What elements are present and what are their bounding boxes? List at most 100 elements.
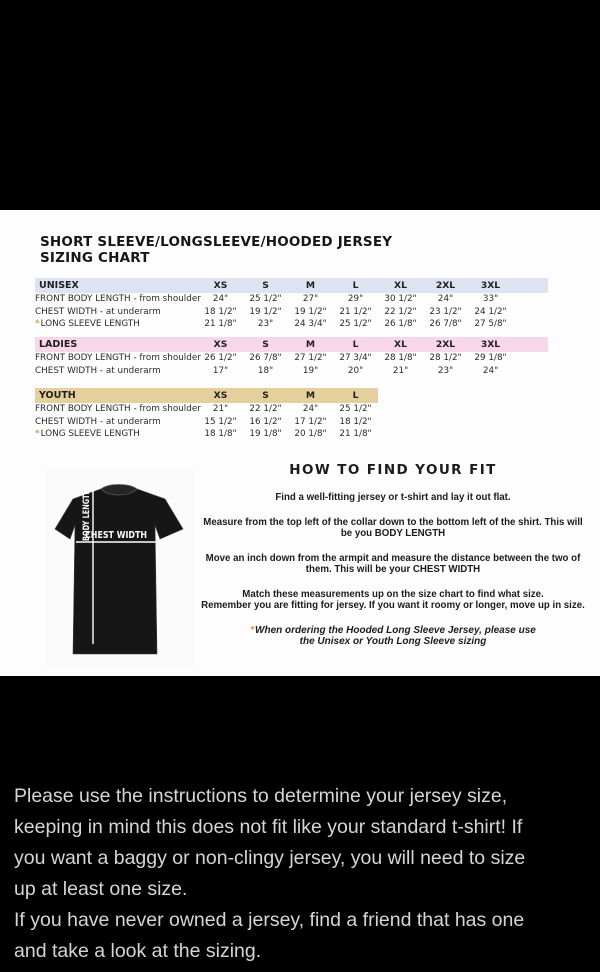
fit-guide-note-line: the Unisex or Youth Long Sleeve sizing	[299, 636, 487, 647]
chart-title-line2: SIZING CHART	[40, 250, 150, 266]
size-table-header: UNISEX XS S M L XL 2XL 3XL	[35, 278, 548, 293]
fit-guide-paragraph: Find a well-fitting jersey or t-shirt an…	[198, 492, 588, 504]
size-cell: 24"	[437, 294, 454, 305]
size-cell: 24"	[482, 365, 499, 376]
caption-line: If you have never owned a jersey, find a…	[14, 909, 525, 931]
body-length-label: BODY LENGTH	[82, 489, 92, 541]
row-label: CHEST WIDTH - at underarm	[35, 365, 161, 376]
fit-guide-paragraph: Match these measurements up on the size …	[198, 589, 588, 612]
size-header: XS	[213, 280, 228, 291]
size-header: M	[305, 280, 316, 291]
size-table-header: LADIES XS S M L XL 2XL 3XL	[35, 337, 548, 353]
caption-text: Please use the instructions to determine…	[14, 781, 525, 967]
fit-guide-line: Measure from the top left of the collar …	[203, 516, 583, 528]
size-header: XS	[213, 339, 228, 351]
table-row: FRONT BODY LENGTH - from shoulder 21" 22 1…	[35, 403, 548, 415]
size-cell: 27 1/2"	[294, 353, 327, 364]
fit-guide: HOW TO FIND YOUR FIT Find a well-fitting…	[198, 462, 588, 648]
size-cell: 27 3/4"	[339, 353, 372, 364]
size-cell: 16 1/2"	[249, 416, 282, 427]
row-label: FRONT BODY LENGTH - from shoulder	[35, 353, 201, 364]
row-label: *LONG SLEEVE LENGTH	[35, 428, 140, 439]
tshirt-diagram: BODY LENGTH CHEST WIDTH	[45, 468, 195, 670]
chart-title-line1: SHORT SLEEVE/LONGSLEEVE/HOODED JERSEY	[40, 234, 393, 250]
size-cell: 28 1/8"	[384, 353, 417, 364]
size-cell: 21 1/8"	[204, 318, 237, 329]
row-label: CHEST WIDTH - at underarm	[35, 306, 161, 317]
size-cell: 21"	[392, 365, 409, 376]
size-cell: 24"	[302, 404, 319, 415]
table-row: FRONT BODY LENGTH - from shoulder 26 1/2"…	[35, 352, 548, 364]
caption-line: you want a baggy or non-clingy jersey, y…	[14, 847, 526, 869]
fit-guide-line: Match these measurements up on the size …	[242, 588, 544, 600]
size-cell: 29 1/8"	[474, 353, 507, 364]
group-label: LADIES	[39, 339, 78, 351]
size-cell: 20 1/8"	[294, 428, 327, 439]
size-cell: 18 1/8"	[204, 428, 237, 439]
row-label: FRONT BODY LENGTH - from shoulder	[35, 404, 201, 415]
table-row: CHEST WIDTH - at underarm 15 1/2" 16 1/2" 1…	[35, 415, 548, 427]
size-cell: 25 1/2"	[249, 294, 282, 305]
size-header: 2XL	[435, 280, 456, 291]
size-header: S	[262, 339, 269, 351]
size-header: XL	[394, 339, 407, 351]
table-row: CHEST WIDTH - at underarm 17" 18" 19" 20" 21"…	[35, 365, 548, 377]
fit-guide-paragraph: Move an inch down from the armpit and me…	[198, 553, 588, 576]
size-cell: 28 1/2"	[429, 353, 462, 364]
table-row: *LONG SLEEVE LENGTH 18 1/8" 19 1/8" 20 1/8"…	[35, 428, 548, 440]
size-cell: 30 1/2"	[384, 294, 417, 305]
size-cell: 19 1/2"	[249, 306, 282, 317]
asterisk-mark: *	[35, 318, 40, 329]
size-header: 3XL	[480, 339, 501, 351]
size-cell: 24"	[212, 294, 229, 305]
size-header: S	[262, 280, 269, 291]
table-row: FRONT BODY LENGTH - from shoulder 24" 25 1…	[35, 293, 548, 305]
chest-width-label: CHEST WIDTH	[85, 530, 147, 541]
size-header: 3XL	[480, 280, 501, 291]
size-cell: 25 1/2"	[339, 318, 372, 329]
size-cell: 19 1/2"	[294, 306, 327, 317]
size-header: M	[305, 339, 316, 351]
top-letterbox	[0, 0, 600, 210]
size-cell: 26 1/8"	[384, 318, 417, 329]
asterisk-mark: *	[250, 624, 255, 636]
size-cell: 23"	[257, 318, 274, 329]
tshirt-body-shape	[54, 488, 184, 655]
fit-guide-note: *When ordering the Hooded Long Sleeve Je…	[198, 625, 588, 648]
size-cell: 25 1/2"	[339, 404, 372, 415]
caption-line: up at least one size.	[14, 878, 188, 900]
size-header: L	[352, 339, 359, 351]
size-cell: 33"	[482, 294, 499, 305]
size-header: S	[262, 389, 269, 401]
size-cell: 18"	[257, 365, 274, 376]
row-label: *LONG SLEEVE LENGTH	[35, 318, 140, 329]
caption-line: keeping in mind this does not fit like y…	[14, 816, 523, 838]
size-cell: 21"	[212, 404, 229, 415]
fit-guide-line: be you BODY LENGTH	[340, 528, 446, 539]
size-cell: 21 1/2"	[339, 306, 372, 317]
size-table-youth: YOUTH XS S M L FRONT BODY LENGTH - from shoul…	[35, 387, 548, 440]
size-cell: 23 1/2"	[429, 306, 462, 317]
bottom-letterbox	[0, 676, 600, 972]
size-header: M	[305, 389, 316, 401]
tshirt-image: BODY LENGTH CHEST WIDTH	[54, 484, 184, 655]
size-cell: 17 1/2"	[294, 416, 327, 427]
fit-guide-note-line: *When ordering the Hooded Long Sleeve Je…	[250, 624, 536, 636]
size-cell: 21 1/8"	[339, 428, 372, 439]
size-header: XS	[213, 389, 228, 401]
fit-guide-line: Move an inch down from the armpit and me…	[205, 552, 581, 564]
row-label: FRONT BODY LENGTH - from shoulder	[35, 294, 201, 305]
sizing-chart-panel: SHORT SLEEVE/LONGSLEEVE/HOODED JERSEY SI…	[0, 210, 600, 676]
size-cell: 23"	[437, 365, 454, 376]
tshirt-collar	[100, 484, 138, 496]
size-cell: 18 1/2"	[339, 416, 372, 427]
fit-guide-line: Remember you are fitting for jersey. If …	[201, 600, 585, 611]
size-cell: 27"	[302, 294, 319, 305]
fit-guide-paragraph: Measure from the top left of the collar …	[198, 517, 588, 540]
table-row: CHEST WIDTH - at underarm 18 1/2" 19 1/2" 1…	[35, 305, 548, 317]
group-label: UNISEX	[39, 280, 79, 291]
row-label: CHEST WIDTH - at underarm	[35, 416, 161, 427]
size-cell: 26 7/8"	[249, 353, 282, 364]
size-cell: 17"	[212, 365, 229, 376]
